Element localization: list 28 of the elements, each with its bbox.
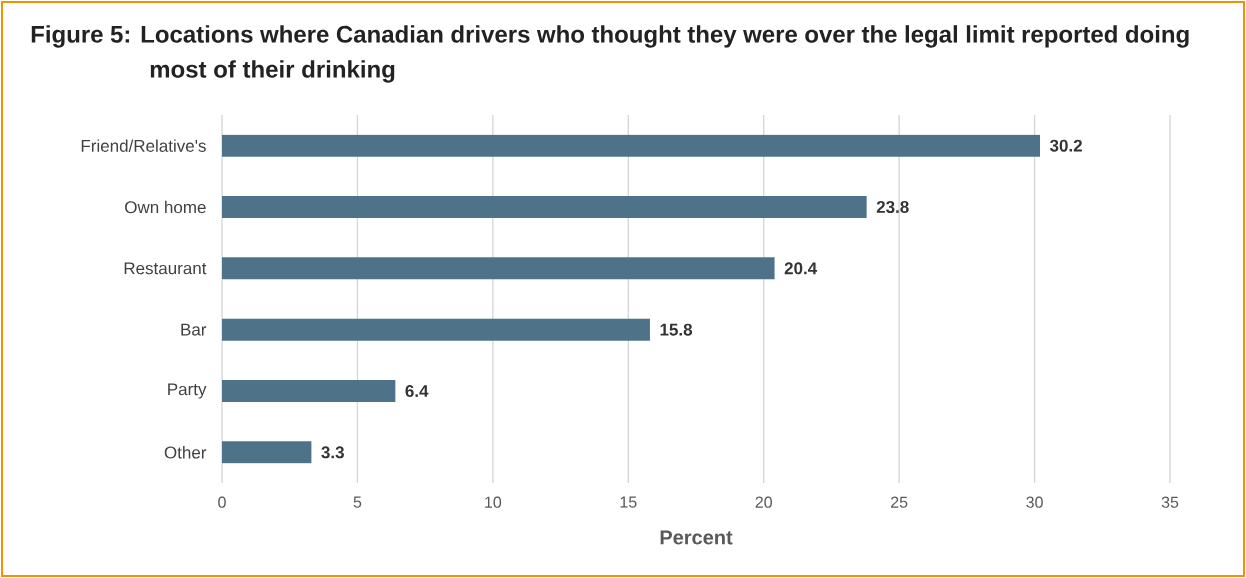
y-tick-label: Party xyxy=(168,383,207,399)
x-tick-label: 0 xyxy=(218,496,226,508)
bar xyxy=(222,257,775,280)
x-axis-title: Percent xyxy=(660,530,733,545)
chart-title: Figure 5: Locations where Canadian drivers who thought they were over the legal limit reported doing most of their drinking xyxy=(31,25,1189,83)
x-tick-label: 35 xyxy=(1161,496,1179,508)
y-tick-label: Friend/Relative's xyxy=(81,139,206,152)
bar xyxy=(222,441,312,464)
x-tick-label: 25 xyxy=(891,496,908,508)
x-tick-label: 30 xyxy=(1026,496,1043,508)
data-label: 3.3 xyxy=(321,446,344,459)
x-tick-label: 10 xyxy=(485,496,502,508)
y-tick-label: Own home xyxy=(125,200,206,214)
bar xyxy=(222,134,1040,157)
data-label: 20.4 xyxy=(784,262,818,275)
data-label: 15.8 xyxy=(660,323,693,336)
bar xyxy=(222,196,867,218)
y-tick-label: Bar xyxy=(181,323,207,336)
data-label: 23.8 xyxy=(876,200,909,214)
data-label: 6.4 xyxy=(405,384,429,398)
x-tick-label: 20 xyxy=(755,496,772,508)
bar xyxy=(222,318,650,341)
x-tick-label: 5 xyxy=(353,496,362,508)
y-tick-label: Restaurant xyxy=(124,262,207,275)
x-tick-label: 15 xyxy=(620,496,637,508)
bar xyxy=(222,380,396,402)
data-label: 30.2 xyxy=(1049,139,1082,152)
y-tick-label: Other xyxy=(164,446,207,459)
